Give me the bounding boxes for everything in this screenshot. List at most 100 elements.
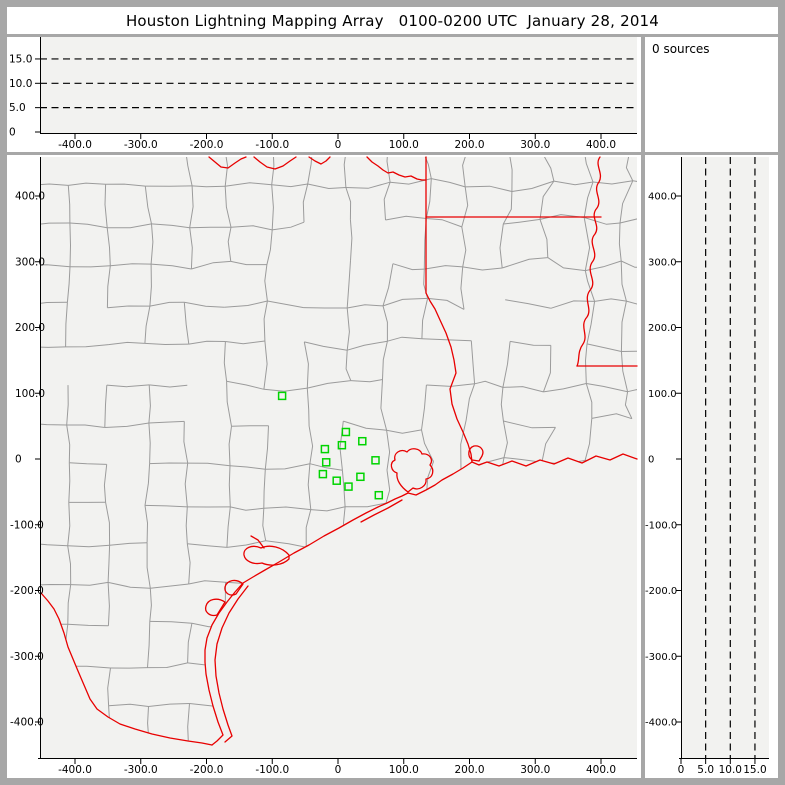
county-line xyxy=(349,219,353,261)
county-line xyxy=(228,465,231,507)
county-line xyxy=(144,504,188,508)
county-line xyxy=(144,505,149,543)
county-line xyxy=(26,265,29,305)
county-line xyxy=(187,462,231,467)
county-line xyxy=(462,157,468,187)
red-map-feature xyxy=(576,156,602,367)
county-line xyxy=(27,743,29,778)
county-line xyxy=(104,422,149,428)
y-tick-label: 400.0 xyxy=(648,192,677,203)
county-line xyxy=(104,184,108,228)
station-marker xyxy=(337,440,347,450)
x-tick-label: 100.0 xyxy=(389,139,419,151)
county-line xyxy=(69,462,107,465)
county-line xyxy=(304,341,348,351)
county-line xyxy=(189,185,194,228)
county-line xyxy=(626,300,637,308)
county-line xyxy=(224,186,232,228)
county-line xyxy=(421,298,429,339)
county-line xyxy=(107,223,152,229)
red-map-feature xyxy=(204,453,638,746)
county-line xyxy=(502,341,511,388)
y-tick-label: 10.0 xyxy=(9,78,32,90)
county-line xyxy=(421,338,472,342)
county-line xyxy=(229,465,266,470)
county-line xyxy=(146,542,151,589)
county-line xyxy=(343,157,348,188)
red-map-feature xyxy=(204,598,226,617)
county-line xyxy=(271,183,308,188)
x-tick-label: -200.0 xyxy=(190,139,224,151)
county-line xyxy=(502,420,508,458)
county-line xyxy=(26,464,28,505)
county-line xyxy=(386,157,391,183)
y-tick-label: 300.0 xyxy=(648,257,677,268)
county-line xyxy=(225,182,272,187)
county-line xyxy=(540,157,555,182)
county-line xyxy=(107,545,111,583)
county-line xyxy=(67,584,72,625)
county-line xyxy=(107,305,150,309)
county-line xyxy=(387,336,422,342)
county-line xyxy=(107,581,151,589)
red-map-feature xyxy=(390,448,434,493)
station-marker xyxy=(277,391,287,401)
county-line xyxy=(539,219,549,258)
county-line xyxy=(187,543,227,548)
county-line xyxy=(584,270,596,302)
red-map-feature xyxy=(214,585,249,743)
plot-background xyxy=(681,157,769,759)
county-line xyxy=(148,420,185,424)
county-line xyxy=(460,266,465,310)
county-line xyxy=(106,227,111,266)
county-line xyxy=(421,157,432,179)
county-line xyxy=(110,263,152,267)
county-line xyxy=(263,387,308,392)
county-line xyxy=(586,343,622,352)
county-line xyxy=(66,266,71,303)
county-line xyxy=(26,423,29,464)
county-line xyxy=(40,301,68,306)
county-line xyxy=(264,264,268,302)
red-map-feature xyxy=(253,156,297,170)
x-tick-label: -400.0 xyxy=(58,139,92,151)
y-tick-label: 100.0 xyxy=(648,389,677,400)
x-tick-label: -300.0 xyxy=(124,764,158,776)
county-line xyxy=(70,581,109,586)
county-line xyxy=(500,387,504,422)
county-line xyxy=(346,260,351,309)
y-tick-label: 15.0 xyxy=(9,53,32,65)
county-line xyxy=(148,384,151,424)
county-line xyxy=(541,427,556,463)
county-line xyxy=(542,345,552,393)
y-tick-label: 200.0 xyxy=(15,322,45,334)
county-line xyxy=(40,346,66,348)
y-tick-label: 100.0 xyxy=(15,388,45,400)
red-map-feature xyxy=(360,499,403,523)
county-line xyxy=(65,344,109,348)
county-line xyxy=(231,425,269,427)
county-line xyxy=(144,306,151,344)
plan-view-map-panel: -400.0 -300.0 -200.0 -100.0 0 100.0 200.0 300.0… xyxy=(7,155,641,778)
county-line xyxy=(225,340,265,345)
county-line xyxy=(511,180,555,192)
county-line xyxy=(302,183,309,223)
county-line xyxy=(187,623,193,663)
county-line xyxy=(109,542,148,546)
county-line xyxy=(150,223,154,265)
county-line xyxy=(110,667,148,669)
y-tick-label: -400.0 xyxy=(10,717,44,729)
altitude-ns-plot: 0 5.0 10.0 15.0 400.0 300.0 200.0 100.0 0 -100.0 -… xyxy=(645,157,769,776)
county-line xyxy=(266,229,273,265)
red-map-feature xyxy=(250,535,265,549)
county-line xyxy=(624,391,633,419)
county-line xyxy=(224,157,229,187)
x-tick-label: -100.0 xyxy=(255,764,289,776)
county-line xyxy=(69,222,72,267)
county-line xyxy=(510,340,551,346)
county-line xyxy=(107,582,110,626)
county-line xyxy=(543,383,587,393)
county-line xyxy=(228,426,232,466)
x-tick-label: -100.0 xyxy=(255,139,289,151)
